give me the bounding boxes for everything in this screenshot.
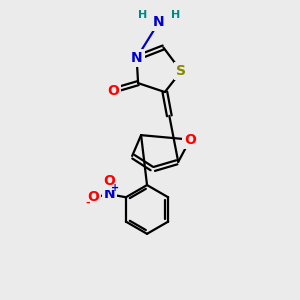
Text: N: N (104, 187, 116, 201)
Text: N: N (131, 51, 142, 65)
Text: H: H (138, 10, 147, 20)
Text: +: + (111, 183, 119, 193)
Text: O: O (103, 174, 116, 188)
Text: O: O (87, 190, 99, 204)
Text: N: N (153, 15, 165, 29)
Text: O: O (184, 133, 196, 147)
Text: O: O (107, 84, 119, 98)
Text: -: - (85, 198, 90, 208)
Text: H: H (171, 10, 180, 20)
Text: S: S (176, 64, 186, 78)
